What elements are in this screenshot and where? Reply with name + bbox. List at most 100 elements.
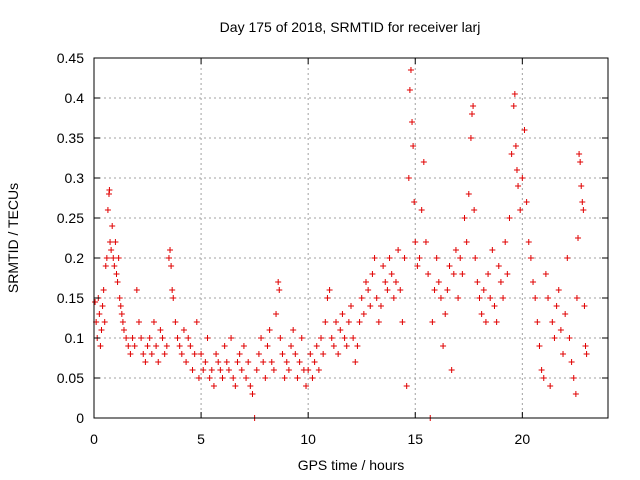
data-point [92, 299, 99, 305]
data-point [109, 223, 116, 229]
data-point [474, 279, 481, 285]
data-point [174, 335, 181, 341]
data-point [442, 311, 449, 317]
data-point [335, 351, 342, 357]
data-point [185, 335, 192, 341]
data-point [279, 351, 286, 357]
data-point [412, 239, 419, 245]
data-point [104, 207, 111, 213]
data-point [506, 215, 513, 221]
data-point [500, 295, 507, 301]
data-point [455, 295, 462, 301]
data-point [409, 119, 416, 125]
data-point [155, 359, 162, 365]
data-point [519, 175, 526, 181]
data-point [288, 343, 295, 349]
data-point [523, 199, 530, 205]
data-point [356, 319, 363, 325]
data-point [463, 239, 470, 245]
data-point [219, 375, 226, 381]
data-point [487, 295, 494, 301]
data-point [470, 103, 477, 109]
data-point [114, 279, 121, 285]
y-tick-label: 0.05 [57, 370, 84, 386]
data-point [249, 391, 256, 397]
data-point [106, 187, 113, 193]
data-point [420, 159, 427, 165]
data-point [183, 359, 190, 365]
data-point [236, 351, 243, 357]
data-point [309, 375, 316, 381]
data-point [517, 207, 524, 213]
data-point [125, 343, 132, 349]
data-point [406, 87, 413, 93]
data-point [193, 319, 200, 325]
data-point [377, 303, 384, 309]
data-point [478, 311, 485, 317]
data-point [98, 327, 105, 333]
data-point [553, 303, 560, 309]
data-point [97, 343, 104, 349]
data-point [388, 271, 395, 277]
y-tick-label: 0.45 [57, 50, 84, 66]
data-point [255, 351, 262, 357]
data-point [392, 279, 399, 285]
data-point [350, 335, 357, 341]
y-tick-label: 0 [76, 410, 84, 426]
data-point [549, 319, 556, 325]
data-point [511, 91, 518, 97]
data-point [410, 143, 417, 149]
data-point [437, 295, 444, 301]
data-point [380, 263, 387, 269]
data-point [418, 207, 425, 213]
data-point [129, 335, 136, 341]
data-point [191, 351, 198, 357]
data-point [281, 375, 288, 381]
data-point [452, 247, 459, 253]
data-point [167, 247, 174, 253]
data-point [260, 359, 267, 365]
data-point [127, 351, 134, 357]
data-point [153, 343, 160, 349]
data-point [566, 335, 573, 341]
data-point [135, 319, 142, 325]
data-point [247, 383, 254, 389]
data-point [112, 239, 119, 245]
data-point [225, 367, 232, 373]
data-point [163, 343, 170, 349]
data-point [290, 327, 297, 333]
data-point [403, 383, 410, 389]
data-point [521, 127, 528, 133]
data-point [395, 247, 402, 253]
data-point [348, 303, 354, 309]
data-point [525, 239, 532, 245]
data-point [108, 247, 115, 253]
data-point [277, 335, 284, 341]
data-point [358, 295, 365, 301]
data-point [369, 271, 376, 277]
data-point [450, 271, 457, 277]
data-point [365, 287, 372, 293]
data-point [189, 367, 196, 373]
data-points-layer [92, 67, 590, 421]
data-point [208, 367, 215, 373]
data-point [292, 351, 299, 357]
data-point [187, 343, 194, 349]
data-point [360, 311, 367, 317]
x-tick-label: 0 [90, 431, 98, 447]
data-point [118, 311, 125, 317]
y-tick-label: 0.35 [57, 130, 84, 146]
y-tick-label: 0.25 [57, 210, 84, 226]
data-point [547, 383, 554, 389]
data-point [324, 295, 331, 301]
data-point [107, 239, 114, 245]
data-point [560, 351, 567, 357]
data-point [339, 311, 346, 317]
data-point [266, 327, 273, 333]
data-point [268, 359, 275, 365]
data-point [472, 255, 479, 261]
y-tick-label: 0.1 [65, 330, 85, 346]
data-point [148, 351, 155, 357]
data-point [416, 255, 423, 261]
data-point [433, 255, 440, 261]
